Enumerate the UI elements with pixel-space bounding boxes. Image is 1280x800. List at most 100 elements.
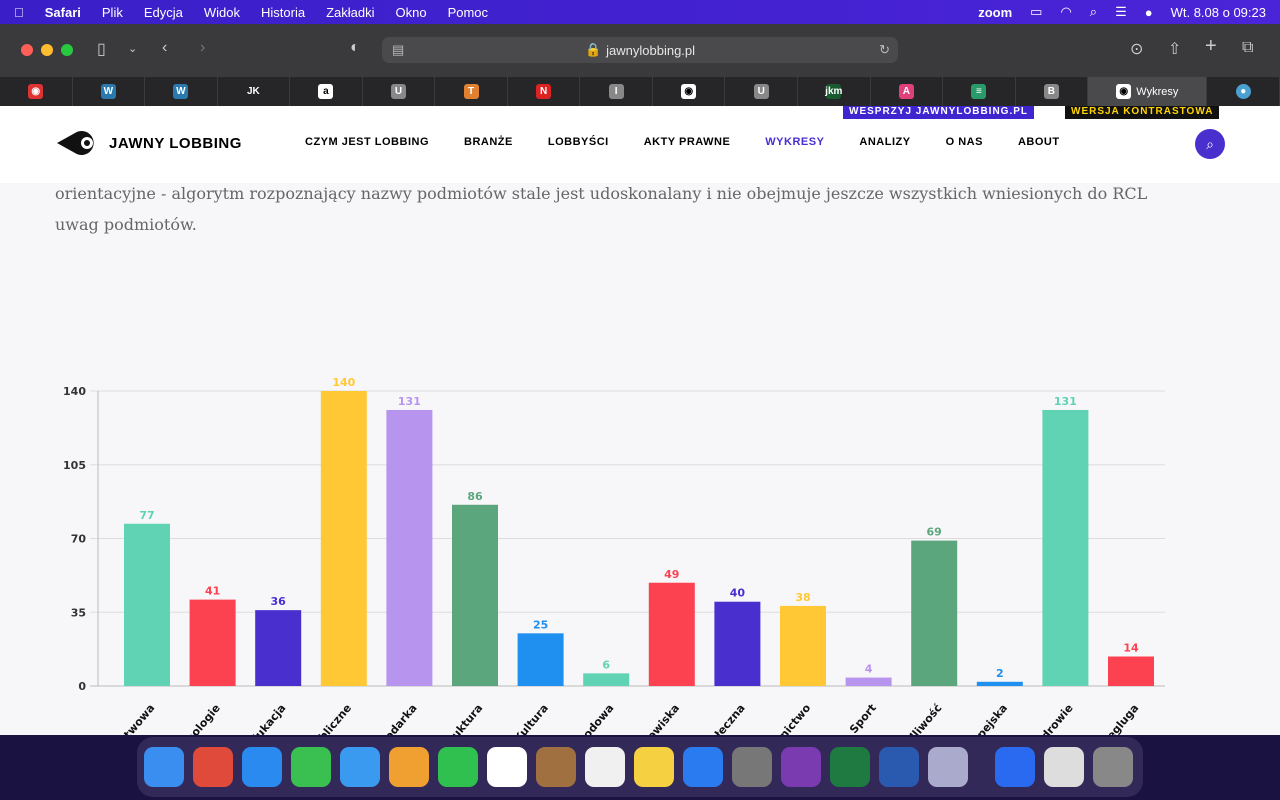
browser-tab[interactable]: ≡ — [943, 77, 1016, 106]
browser-tab[interactable]: T — [435, 77, 508, 106]
nav-item[interactable]: CZYM JEST LOBBING — [305, 136, 430, 148]
site-header: WESPRZYJ JAWNYLOBBING.PL WERSJA KONTRAST… — [0, 106, 1280, 183]
menu-app[interactable]: Safari — [35, 4, 81, 20]
dock-app-icon[interactable] — [1044, 747, 1084, 787]
bar — [517, 633, 564, 686]
browser-tab[interactable]: ● — [1207, 77, 1280, 106]
tab-favicon-icon: A — [898, 84, 914, 99]
dock-app-icon[interactable] — [389, 747, 429, 787]
browser-tab[interactable]: JK — [218, 77, 291, 106]
browser-tab[interactable]: ◉ — [653, 77, 726, 106]
x-tick-label: Żegluga — [1098, 701, 1141, 735]
nav-item[interactable]: ABOUT — [1017, 136, 1060, 148]
new-tab-icon[interactable]: + — [1205, 35, 1217, 57]
menu-pomoc[interactable]: Pomoc — [437, 4, 488, 20]
dock-app-icon[interactable] — [193, 747, 233, 787]
siri-icon[interactable]: ● — [1144, 4, 1153, 20]
battery-icon[interactable]: ▭ — [1030, 4, 1043, 19]
dock-app-icon[interactable] — [830, 747, 870, 787]
browser-tab[interactable]: a — [290, 77, 363, 106]
wifi-icon[interactable]: ◠ — [1060, 4, 1072, 19]
nav-item[interactable]: WYKRESY — [765, 136, 825, 148]
tab-favicon-icon: a — [318, 84, 334, 99]
nav-item[interactable]: AKTY PRAWNE — [643, 136, 731, 148]
dock-app-icon[interactable] — [438, 747, 478, 787]
x-tick-label: Gospodarka — [362, 702, 420, 735]
download-icon[interactable]: ⊙ — [1130, 41, 1144, 58]
dock-app-icon[interactable] — [634, 747, 674, 787]
spotlight-icon[interactable]: ⌕ — [1089, 4, 1098, 19]
browser-tab[interactable]: ◉ — [0, 77, 73, 106]
menu-okno[interactable]: Okno — [385, 4, 427, 20]
dock-app-icon[interactable] — [732, 747, 772, 787]
dock-app-icon[interactable] — [879, 747, 919, 787]
sidebar-icon[interactable]: ▯ — [97, 41, 106, 58]
support-link[interactable]: WESPRZYJ JAWNYLOBBING.PL — [843, 106, 1035, 119]
chevron-down-icon[interactable]: ⌄ — [128, 43, 138, 55]
url-text: jawnylobbing.pl — [606, 42, 696, 58]
dock-app-icon[interactable] — [1093, 747, 1133, 787]
back-icon[interactable]: ‹ — [162, 39, 168, 56]
dock-app-icon[interactable] — [291, 747, 331, 787]
dock-app-icon[interactable] — [781, 747, 821, 787]
address-bar[interactable]: ▤ 🔒 jawnylobbing.pl ↻ — [382, 37, 898, 63]
dock-app-icon[interactable] — [340, 747, 380, 787]
site-logo[interactable]: JAWNY LOBBING — [55, 130, 242, 156]
close-button[interactable] — [21, 44, 33, 56]
dock-app-icon[interactable] — [928, 747, 968, 787]
x-tick-label: Sport — [847, 702, 879, 735]
contrast-toggle[interactable]: WERSJA KONTRASTOWA — [1065, 106, 1220, 119]
dock-app-icon[interactable] — [487, 747, 527, 787]
tab-overview-icon[interactable]: ⧉ — [1242, 39, 1254, 56]
intro-paragraph: orientacyjne - algorytm rozpoznający naz… — [55, 184, 1148, 234]
browser-tab[interactable]: B — [1016, 77, 1089, 106]
reader-icon[interactable]: ▤ — [392, 42, 405, 57]
lock-icon: 🔒 — [584, 42, 602, 57]
nav-item[interactable]: BRANŻE — [464, 136, 513, 148]
dock-app-icon[interactable] — [995, 747, 1035, 787]
data-label: 77 — [139, 509, 154, 522]
y-tick-label: 35 — [71, 606, 86, 619]
browser-tab-active[interactable]: ◉ Wykresy — [1088, 77, 1208, 106]
minimize-button[interactable] — [41, 44, 53, 56]
dock-app-icon[interactable] — [144, 747, 184, 787]
tab-label: Wykresy — [1136, 85, 1179, 98]
browser-tab[interactable]: N — [508, 77, 581, 106]
browser-tab[interactable]: W — [73, 77, 146, 106]
tab-favicon-icon: W — [173, 84, 189, 99]
zoom-status[interactable]: zoom — [978, 4, 1013, 20]
dock-app-icon[interactable] — [536, 747, 576, 787]
browser-tab[interactable]: jkm — [798, 77, 871, 106]
browser-tab[interactable]: U — [725, 77, 799, 106]
menu-edycja[interactable]: Edycja — [134, 4, 183, 20]
dock-app-icon[interactable] — [242, 747, 282, 787]
x-tick-label: Unia Europejska — [936, 702, 1011, 735]
menu-plik[interactable]: Plik — [92, 4, 123, 20]
reload-icon[interactable]: ↻ — [879, 42, 890, 57]
bar — [648, 582, 695, 686]
menu-zakladki[interactable]: Zakładki — [316, 4, 374, 20]
nav-item[interactable]: ANALIZY — [859, 136, 911, 148]
control-center-icon[interactable]: ☰ — [1115, 4, 1127, 19]
nav-item[interactable]: O NAS — [945, 136, 983, 148]
data-label: 86 — [467, 490, 483, 503]
share-icon[interactable]: ⇧ — [1168, 41, 1182, 58]
browser-tab[interactable]: I — [580, 77, 653, 106]
browser-tab[interactable]: A — [871, 77, 944, 106]
forward-icon[interactable]: › — [200, 39, 206, 56]
clock[interactable]: Wt. 8.08 o 09:23 — [1170, 4, 1266, 20]
search-button[interactable]: ⌕ — [1195, 129, 1225, 159]
data-label: 49 — [664, 568, 679, 581]
nav-item[interactable]: LOBBYŚCI — [547, 136, 609, 148]
menu-historia[interactable]: Historia — [251, 4, 305, 20]
tab-favicon-icon: ◉ — [1116, 84, 1132, 99]
x-tick-label: Administracja państwowa — [45, 702, 158, 735]
browser-tab[interactable]: U — [363, 77, 436, 106]
maximize-button[interactable] — [61, 44, 73, 56]
dock-app-icon[interactable] — [585, 747, 625, 787]
menu-widok[interactable]: Widok — [194, 4, 240, 20]
dock-app-icon[interactable] — [683, 747, 723, 787]
apple-icon[interactable]:  — [14, 5, 24, 20]
shield-icon[interactable]: ◐ — [350, 39, 360, 56]
browser-tab[interactable]: W — [145, 77, 218, 106]
